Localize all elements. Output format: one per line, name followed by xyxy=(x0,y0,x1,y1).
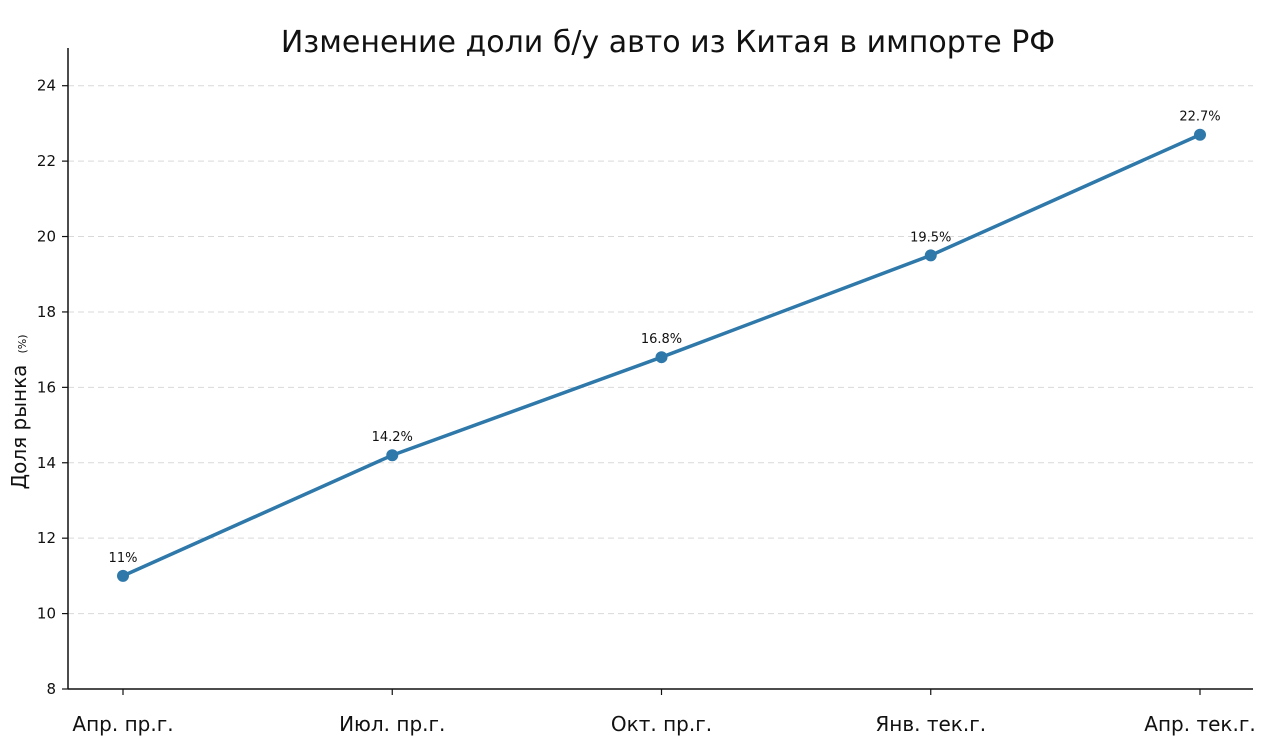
data-point xyxy=(1194,128,1206,141)
x-tick-label: Окт. пр.г. xyxy=(611,712,712,736)
y-ticks: 8 10 12 14 16 18 20 22 24 xyxy=(37,77,68,698)
x-tick-label: Июл. пр.г. xyxy=(339,712,445,736)
y-tick-label: 10 xyxy=(37,605,56,623)
data-label: 11% xyxy=(109,551,138,566)
x-tick-label: Апр. тек.г. xyxy=(1144,712,1255,736)
data-point xyxy=(117,569,129,582)
data-point xyxy=(924,249,937,262)
y-tick-label: 16 xyxy=(37,378,56,396)
y-axis-label-text: Доля рынка xyxy=(7,365,31,490)
x-tick-label: Янв. тек.г. xyxy=(875,712,986,736)
data-label: 22.7% xyxy=(1179,110,1220,125)
data-point xyxy=(386,449,399,462)
y-tick-label: 18 xyxy=(37,303,56,321)
grid-lines xyxy=(68,85,1253,615)
x-tick-label: Апр. пр.г. xyxy=(72,712,173,736)
x-ticks: Апр. пр.г. Июл. пр.г. Окт. пр.г. Янв. тек.г… xyxy=(72,689,1256,736)
y-axis-unit: (%) xyxy=(16,334,29,353)
y-axis-label: Доля рынка (%) xyxy=(7,334,31,489)
data-label: 19.5% xyxy=(910,230,951,245)
y-tick-label: 8 xyxy=(46,680,56,698)
chart-title: Изменение доли б/у авто из Китая в импор… xyxy=(281,25,1055,60)
y-tick-label: 22 xyxy=(37,152,56,170)
y-tick-label: 12 xyxy=(37,529,56,547)
y-tick-label: 14 xyxy=(37,454,56,472)
data-point xyxy=(655,351,668,364)
series: 11% 14.2% 16.8% 19.5% 22.7% xyxy=(109,110,1221,582)
data-label: 14.2% xyxy=(372,430,413,445)
y-tick-label: 24 xyxy=(37,77,56,95)
axes xyxy=(67,48,1253,690)
y-tick-label: 20 xyxy=(37,228,56,246)
data-label: 16.8% xyxy=(641,332,682,347)
